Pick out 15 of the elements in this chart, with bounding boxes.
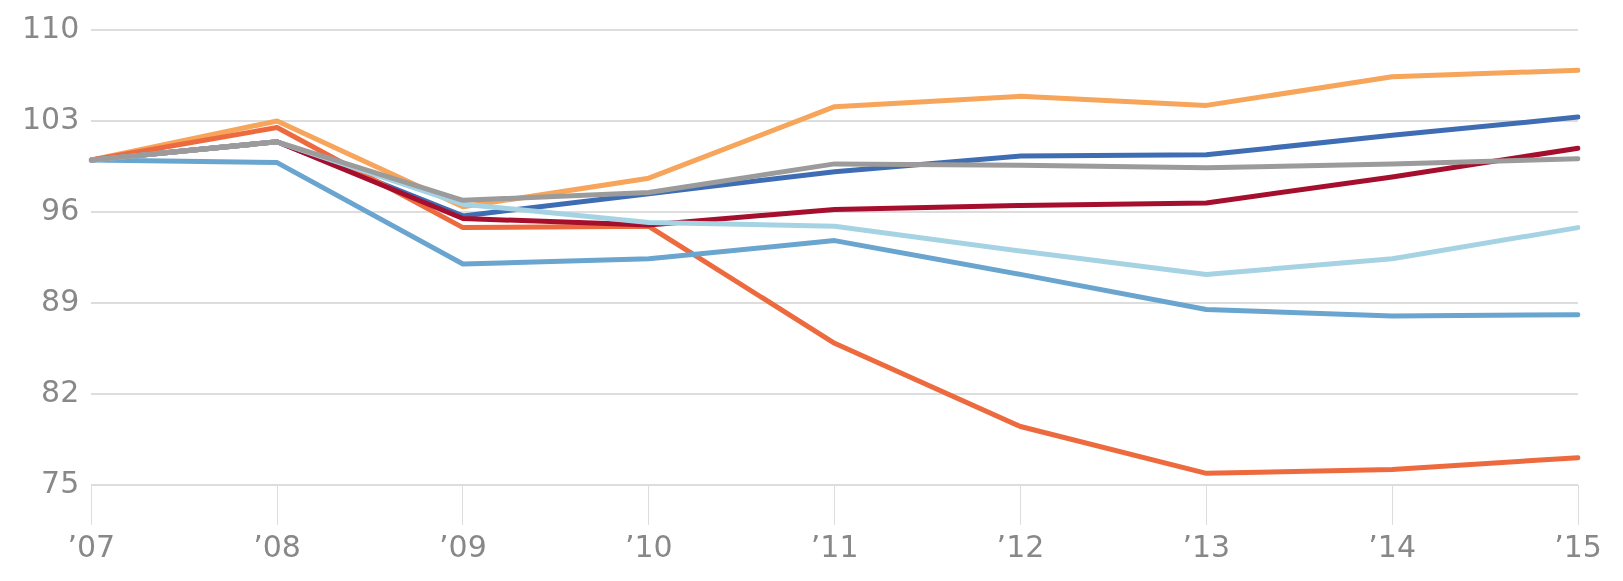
y-tick-label: 89 (41, 282, 80, 318)
y-tick-label: 110 (22, 9, 80, 45)
x-tick-label: ’11 (810, 528, 859, 564)
x-tick-label: ’08 (253, 528, 301, 564)
x-tick-label: ’10 (624, 528, 673, 564)
x-tick-label: ’09 (439, 528, 487, 564)
x-tick-label: ’07 (67, 528, 116, 564)
y-tick-label: 82 (41, 373, 80, 409)
x-tick-label: ’12 (996, 528, 1045, 564)
y-tick-label: 96 (41, 191, 80, 227)
y-tick-label: 75 (41, 464, 80, 500)
x-tick-label: ’14 (1368, 528, 1417, 564)
x-tick-label: ’13 (1182, 528, 1231, 564)
y-tick-label: 103 (22, 100, 80, 136)
x-tick-label: ’15 (1554, 528, 1602, 564)
